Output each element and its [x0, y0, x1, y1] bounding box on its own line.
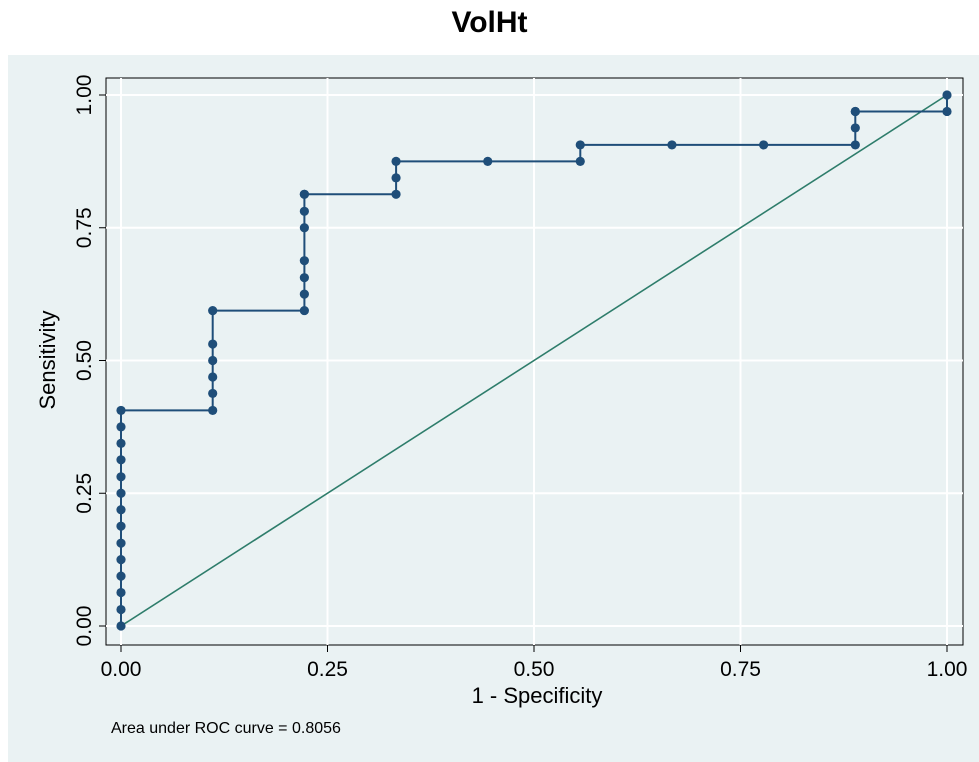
x-tick-label: 0.50	[514, 658, 555, 681]
roc-curve-line	[120, 95, 948, 626]
chart-title: VolHt	[451, 6, 528, 39]
y-tick-label: 1.00	[73, 75, 96, 116]
roc-point	[299, 223, 309, 233]
roc-point	[208, 339, 218, 349]
roc-point	[850, 140, 860, 150]
roc-point	[850, 106, 860, 117]
roc-point	[116, 571, 126, 581]
roc-chart: 0.00 0.25 0.50 0.75 1.00 0.00 0.25 0.50 0.75 1.00…	[35, 75, 967, 737]
roc-point	[299, 189, 309, 199]
roc-point	[299, 206, 309, 216]
roc-point	[208, 305, 218, 316]
roc-point	[116, 521, 126, 531]
roc-point	[850, 123, 860, 133]
roc-point	[299, 289, 309, 299]
x-tick-label: 0.25	[307, 658, 348, 681]
roc-point	[116, 555, 126, 565]
roc-point	[116, 488, 126, 498]
roc-point	[116, 505, 126, 515]
roc-point	[116, 422, 126, 432]
x-axis-title: 1 - Specificity	[472, 683, 603, 708]
roc-point	[116, 438, 126, 448]
roc-point	[575, 156, 585, 166]
auc-note: Area under ROC curve = 0.8056	[111, 720, 341, 737]
y-tick-label: 0.50	[73, 340, 96, 381]
roc-point	[116, 455, 126, 465]
roc-point	[299, 305, 309, 316]
roc-point	[208, 372, 218, 382]
roc-point	[116, 405, 126, 416]
y-tick-label: 0.00	[73, 606, 96, 647]
roc-point	[575, 140, 585, 150]
roc-point	[942, 90, 952, 100]
roc-point	[391, 189, 401, 199]
y-tick-label: 0.25	[73, 473, 96, 514]
plot-panel: 0.00 0.25 0.50 0.75 1.00 0.00 0.25 0.50 0.75 1.00…	[8, 55, 979, 762]
y-axis-title: Sensitivity	[35, 310, 60, 409]
roc-point	[391, 173, 401, 183]
x-tick-label: 0.00	[101, 658, 142, 681]
roc-point	[116, 587, 126, 598]
roc-point	[942, 106, 952, 117]
roc-point	[299, 256, 309, 266]
roc-point	[391, 156, 401, 166]
roc-point	[116, 621, 126, 631]
roc-point	[667, 140, 677, 150]
roc-point	[208, 355, 218, 366]
reference-line	[120, 94, 948, 627]
roc-point	[759, 140, 769, 150]
roc-point	[116, 538, 126, 548]
roc-point	[116, 604, 126, 615]
roc-point	[116, 472, 126, 482]
series-layer	[116, 90, 952, 631]
x-tick-label: 1.00	[927, 658, 968, 681]
x-tick-label: 0.75	[720, 658, 761, 681]
roc-point	[299, 273, 309, 283]
roc-point	[483, 156, 493, 166]
roc-point	[208, 405, 218, 416]
roc-point	[208, 388, 218, 399]
axis-ticks: 0.00 0.25 0.50 0.75 1.00 0.00 0.25 0.50 0.75 1.00	[73, 75, 967, 681]
y-tick-label: 0.75	[73, 207, 96, 248]
